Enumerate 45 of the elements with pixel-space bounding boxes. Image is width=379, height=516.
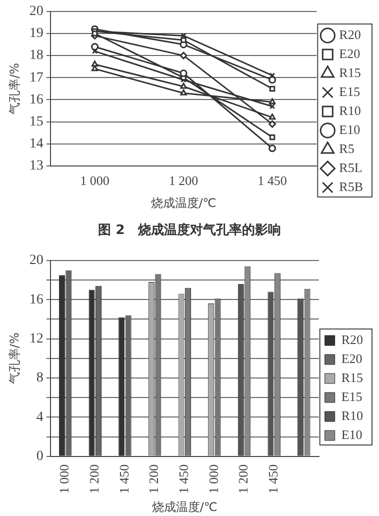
legend-label: R15 xyxy=(341,370,363,385)
y-tick-label: 14 xyxy=(29,136,44,152)
y-tick-label: 18 xyxy=(29,48,44,64)
y-tick-label: 19 xyxy=(29,26,44,42)
x-tick-label: 1 200 xyxy=(146,464,162,494)
legend-label: R5 xyxy=(339,140,354,156)
y-tick-label: 12 xyxy=(29,331,44,346)
legend-label: E10 xyxy=(341,426,362,442)
legend-label: E15 xyxy=(341,388,362,404)
x-tick-label: 1 450 xyxy=(266,464,281,494)
y-tick-label: 13 xyxy=(29,158,44,174)
legend-label: E20 xyxy=(341,350,362,366)
x-axis-title: 烧成温度/℃ xyxy=(152,500,218,514)
legend-label: R5B xyxy=(339,178,364,194)
legend-label: R20 xyxy=(341,332,363,347)
legend-label: R20 xyxy=(339,26,361,42)
y-tick-label: 16 xyxy=(29,92,44,108)
y-tick-label: 17 xyxy=(29,70,44,86)
y-axis-title: 气孔率/% xyxy=(7,332,22,384)
y-tick-label: 4 xyxy=(36,410,44,425)
y-tick-label: 0 xyxy=(36,449,44,464)
x-tick-label: 1 450 xyxy=(116,464,132,494)
x-tick-label: 1 200 xyxy=(236,464,251,494)
legend-label: R5L xyxy=(339,160,362,175)
y-tick-label: 16 xyxy=(29,292,44,308)
y-tick-label: 20 xyxy=(29,253,44,268)
x-tick-label: 1 200 xyxy=(86,464,102,494)
x-tick-label: 1 200 xyxy=(168,173,198,188)
caption: 图 2 烧成温度对气孔率的影响 xyxy=(97,222,282,239)
y-tick-label: 15 xyxy=(29,114,44,130)
y-tick-label: 8 xyxy=(36,370,44,386)
legend-label: E10 xyxy=(339,122,360,137)
x-tick-label: 1 000 xyxy=(206,464,221,494)
x-axis-title: 烧成温度/℃ xyxy=(150,196,216,210)
x-tick-label: 1 000 xyxy=(80,173,110,188)
x-tick-label: 1 000 xyxy=(56,464,72,494)
legend-label: R10 xyxy=(339,102,361,118)
legend-label: E20 xyxy=(339,46,360,61)
legend-label: E15 xyxy=(339,84,360,99)
x-tick-label: 1 450 xyxy=(176,464,192,494)
y-axis-title: 气孔率/% xyxy=(7,62,22,114)
legend-label: R15 xyxy=(339,64,361,80)
legend-label: R10 xyxy=(341,408,363,423)
x-tick-label: 1 450 xyxy=(258,173,287,188)
y-tick-label: 20 xyxy=(29,4,44,20)
